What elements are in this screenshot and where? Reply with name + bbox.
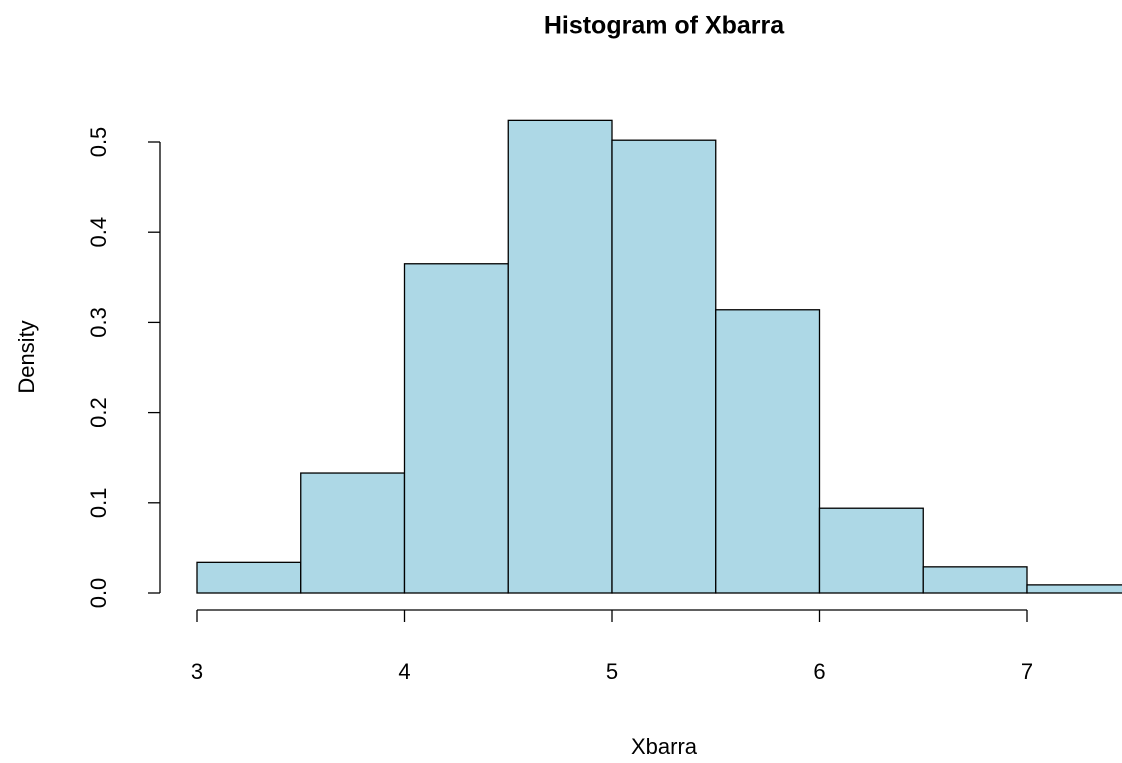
y-tick-label: 0.0	[86, 578, 111, 609]
bar	[196, 561, 302, 594]
x-tick-label: 4	[398, 659, 410, 684]
bar	[818, 507, 924, 594]
x-tick-label: 5	[606, 659, 618, 684]
bar	[715, 309, 821, 594]
x-tick-label: 6	[813, 659, 825, 684]
y-axis-label: Density	[14, 320, 39, 393]
y-tick-label: 0.3	[86, 307, 111, 338]
x-axis-label: Xbarra	[631, 734, 698, 759]
bar	[611, 139, 717, 594]
chart-title: Histogram of Xbarra	[544, 12, 785, 40]
y-tick-label: 0.4	[86, 217, 111, 248]
x-tick-label: 7	[1021, 659, 1033, 684]
bar	[922, 566, 1028, 594]
y-tick-label: 0.2	[86, 397, 111, 428]
bar	[403, 263, 509, 594]
y-tick-label: 0.1	[86, 488, 111, 519]
bar	[507, 119, 613, 594]
bar	[1026, 584, 1122, 594]
x-tick-label: 3	[191, 659, 203, 684]
bar	[300, 472, 406, 594]
y-tick-label: 0.5	[86, 127, 111, 158]
